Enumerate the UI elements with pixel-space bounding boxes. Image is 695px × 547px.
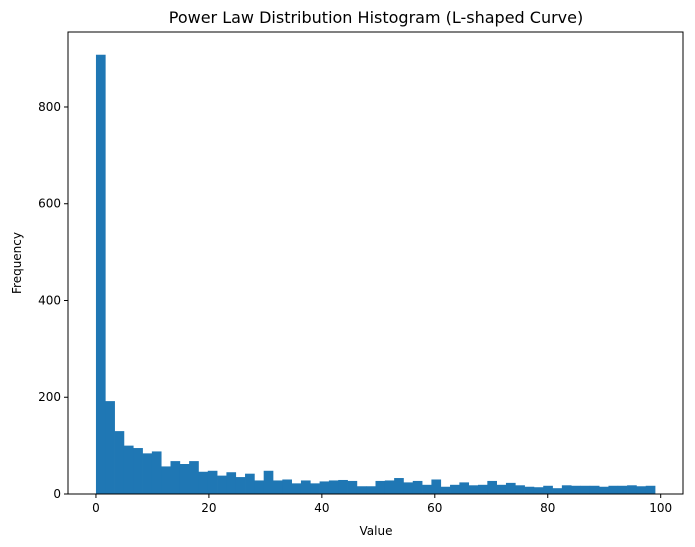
histogram-bar — [403, 482, 414, 494]
histogram-bar — [179, 464, 190, 494]
histogram-bar — [478, 484, 488, 494]
y-tick-label: 0 — [53, 487, 61, 501]
histogram-bar — [608, 485, 619, 494]
histogram-bar — [459, 482, 470, 494]
histogram-bar — [468, 485, 479, 494]
histogram-bar — [133, 448, 143, 494]
y-axis-label: Frequency — [10, 232, 24, 294]
x-tick-label: 20 — [201, 501, 216, 515]
histogram-bar — [487, 480, 497, 494]
histogram-bar — [105, 401, 115, 494]
y-tick-label: 600 — [38, 197, 61, 211]
histogram-bar — [636, 486, 647, 494]
x-tick-label: 100 — [649, 501, 672, 515]
histogram-bar — [533, 487, 544, 494]
histogram-bar — [394, 478, 404, 494]
histogram-bar — [571, 485, 581, 494]
histogram-bar — [198, 471, 209, 494]
histogram-bar — [645, 485, 656, 494]
histogram-bar — [524, 486, 535, 494]
histogram-bar — [95, 54, 106, 494]
histogram-bar — [235, 477, 246, 494]
histogram-bar — [123, 445, 134, 494]
histogram-bar — [151, 451, 162, 494]
histogram-bar — [300, 480, 311, 494]
histogram-bar — [450, 484, 460, 494]
histogram-bar — [496, 484, 507, 494]
histogram-bar — [217, 475, 227, 494]
histogram-bar — [189, 461, 199, 494]
chart-title: Power Law Distribution Histogram (L-shap… — [169, 8, 583, 27]
histogram-bar — [328, 480, 339, 494]
histogram-bar — [589, 485, 600, 494]
histogram-bar — [263, 470, 274, 494]
histogram-bar — [291, 483, 302, 494]
histogram-bar — [627, 485, 637, 494]
x-tick-label: 60 — [427, 501, 442, 515]
histogram-bar — [282, 479, 292, 494]
histogram-bar — [375, 480, 386, 494]
histogram-bar — [254, 480, 265, 494]
histogram-bar — [114, 431, 125, 494]
histogram-bar — [161, 466, 171, 494]
histogram-bar — [347, 480, 358, 494]
x-tick-label: 40 — [314, 501, 329, 515]
histogram-bar — [515, 485, 525, 494]
histogram-bar — [440, 486, 451, 494]
histogram-bar — [543, 485, 553, 494]
histogram-bar — [580, 485, 591, 494]
bars-group — [95, 54, 656, 494]
histogram-bar — [170, 461, 181, 494]
histogram-bar — [245, 473, 255, 494]
histogram-bar — [310, 483, 320, 494]
histogram-bar — [431, 479, 442, 494]
histogram-bar — [617, 485, 628, 494]
histogram-bar — [561, 485, 572, 494]
histogram-bar — [599, 486, 609, 494]
histogram-bar — [384, 480, 395, 494]
x-tick-label: 0 — [92, 501, 100, 515]
y-tick-label: 800 — [38, 100, 61, 114]
x-axis-ticks: 0 20 40 60 80 100 — [92, 494, 672, 515]
histogram-bar — [412, 480, 423, 494]
histogram-bar — [338, 479, 348, 494]
x-tick-label: 80 — [540, 501, 555, 515]
y-tick-label: 200 — [38, 390, 61, 404]
x-axis-label: Value — [360, 524, 393, 538]
histogram-bar — [505, 482, 516, 494]
histogram-bar — [207, 470, 218, 494]
histogram-bar — [273, 480, 283, 494]
plot-frame — [67, 31, 684, 495]
histogram-bar — [226, 472, 237, 494]
histogram-bar — [356, 486, 367, 494]
y-tick-label: 400 — [38, 293, 61, 307]
histogram-bar — [422, 484, 432, 494]
histogram-bar — [552, 488, 563, 494]
histogram-bar — [142, 453, 153, 494]
histogram-bar — [319, 481, 330, 494]
y-axis-ticks: 0 200 400 600 800 — [38, 100, 68, 501]
histogram-bar — [366, 486, 376, 494]
